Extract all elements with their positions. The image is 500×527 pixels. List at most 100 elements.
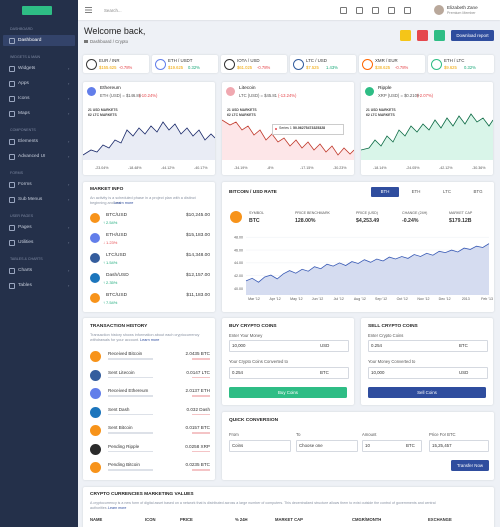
market-desc: An activity is a scheduled phase in a pr… <box>90 196 196 200</box>
search[interactable]: Search... <box>104 8 122 13</box>
nav-item[interactable]: Tables <box>18 282 32 288</box>
marketing-card <box>83 487 494 527</box>
tx-label: Pending Ripple <box>108 443 140 449</box>
market-change: 1.23% <box>106 240 118 245</box>
transfer-button[interactable]: Transfer Now <box>451 460 489 471</box>
stat-label: PRICE (USD) <box>356 211 378 215</box>
market-price: $12,157.00 <box>185 273 210 278</box>
market-price: $14,348.00 <box>185 253 210 258</box>
market-price: $15,183.00 <box>185 233 210 238</box>
market-icon <box>90 233 100 243</box>
market-title: MARKET INFO <box>90 187 124 192</box>
coin-change: (-2.07%) <box>417 93 434 98</box>
stat-label: SYMBOL <box>249 211 264 215</box>
header-icon[interactable] <box>356 7 363 14</box>
nav-arrow: › <box>68 267 70 273</box>
ticker-icon <box>224 59 235 70</box>
input[interactable] <box>429 440 489 452</box>
bitcoin-title: BITCOIN / USD RATE <box>229 190 277 195</box>
tx-wallet-line <box>108 376 153 379</box>
sparkline-line <box>361 113 493 151</box>
market-pair: BTC/USD <box>106 293 128 298</box>
input[interactable] <box>296 440 358 452</box>
tx-more[interactable]: Learn more <box>140 338 160 342</box>
nav-item[interactable]: Dashboard <box>18 37 42 43</box>
tab[interactable]: LTC <box>443 189 451 194</box>
stat-label: CHANGE (24H) <box>402 211 428 215</box>
ticker-pair: EUR / INR <box>99 58 120 63</box>
nav-arrow: › <box>68 181 70 187</box>
nav-item[interactable]: Elements <box>18 138 38 144</box>
nav-item[interactable]: Forms <box>18 181 32 187</box>
tx-label: Received Ethereum <box>108 388 149 393</box>
tx-label: Received Bitcoin <box>108 351 143 356</box>
ticker-change: -0.78% <box>395 65 409 70</box>
sparkline-area <box>222 120 354 160</box>
ticker-price: $61.025 <box>237 65 253 70</box>
user-role: Premium Member <box>447 11 476 15</box>
tx-label: Pending Bitcoin <box>108 462 140 467</box>
mk-more[interactable]: Learn more <box>108 506 127 510</box>
nav-item[interactable]: Widgets <box>18 65 36 71</box>
coin-icon <box>365 87 374 96</box>
coin-stat: 21 USD MARKETS <box>366 108 396 112</box>
header-icon[interactable] <box>340 7 347 14</box>
stat-value: BTC <box>249 218 260 224</box>
market-more[interactable]: Learn more <box>114 201 134 205</box>
sparkline-area <box>83 122 215 160</box>
input[interactable] <box>229 367 349 379</box>
tx-amount: 2.0137 ETH <box>185 388 210 393</box>
ticker-price: $7.525 <box>306 65 319 70</box>
ticker-icon <box>293 59 304 70</box>
nav-item[interactable]: Apps <box>18 80 29 86</box>
input[interactable] <box>229 340 349 352</box>
nav-arrow: › <box>68 110 70 116</box>
tooltip-dot <box>275 127 277 130</box>
column-header: NAME <box>90 517 103 522</box>
sidebar <box>0 0 78 527</box>
sparkline-area <box>361 114 493 160</box>
nav-item[interactable]: Sub Menus <box>18 196 43 202</box>
ticker-card <box>83 55 149 73</box>
action-button[interactable] <box>400 30 411 41</box>
tx-amount: 2.0435 BTC <box>185 351 210 356</box>
sell-button[interactable]: Sell Coins <box>368 387 486 398</box>
nav-icon <box>9 268 15 274</box>
bitcoin-card <box>222 182 494 312</box>
coin-label: -34.19% <box>234 166 248 170</box>
header-icon[interactable] <box>404 7 411 14</box>
menu-icon[interactable] <box>85 7 92 13</box>
nav-item[interactable]: Maps <box>18 110 30 116</box>
header-icon[interactable] <box>372 7 379 14</box>
ticker-card <box>428 55 494 73</box>
tx-wallet-line <box>108 395 153 397</box>
input[interactable] <box>368 340 488 352</box>
nav-item[interactable]: Utilities <box>18 239 34 245</box>
input[interactable] <box>368 367 488 379</box>
download-button[interactable]: Download report <box>451 30 494 41</box>
buy-button[interactable]: Buy Coins <box>229 387 347 398</box>
action-button[interactable] <box>417 30 428 41</box>
input-unit: BTC <box>320 370 329 375</box>
nav-icon <box>9 182 15 188</box>
input[interactable] <box>229 440 291 452</box>
nav-item[interactable]: Pages <box>18 224 32 230</box>
stat-value: $179.12B <box>449 218 472 224</box>
tab[interactable]: BTH <box>371 187 399 197</box>
nav-item[interactable]: Charts <box>18 267 33 273</box>
market-arrow: ↑ <box>103 280 105 285</box>
input-value: 0.254 <box>371 343 382 348</box>
tx-label: Sent Dash <box>108 406 130 412</box>
header-icon[interactable] <box>388 7 395 14</box>
tab[interactable]: ETH <box>411 189 421 194</box>
nav-item[interactable]: Advanced UI <box>18 153 46 159</box>
tab[interactable]: BTG <box>473 189 483 194</box>
coin-stat: 62 LTC MARKETS <box>227 113 256 117</box>
tx-label: Sent Bitcoin <box>108 425 133 430</box>
coin-icon <box>87 87 96 96</box>
action-button[interactable] <box>434 30 445 41</box>
input[interactable] <box>362 440 422 452</box>
nav-icon <box>9 225 15 231</box>
nav-item[interactable]: Icons <box>18 95 30 101</box>
